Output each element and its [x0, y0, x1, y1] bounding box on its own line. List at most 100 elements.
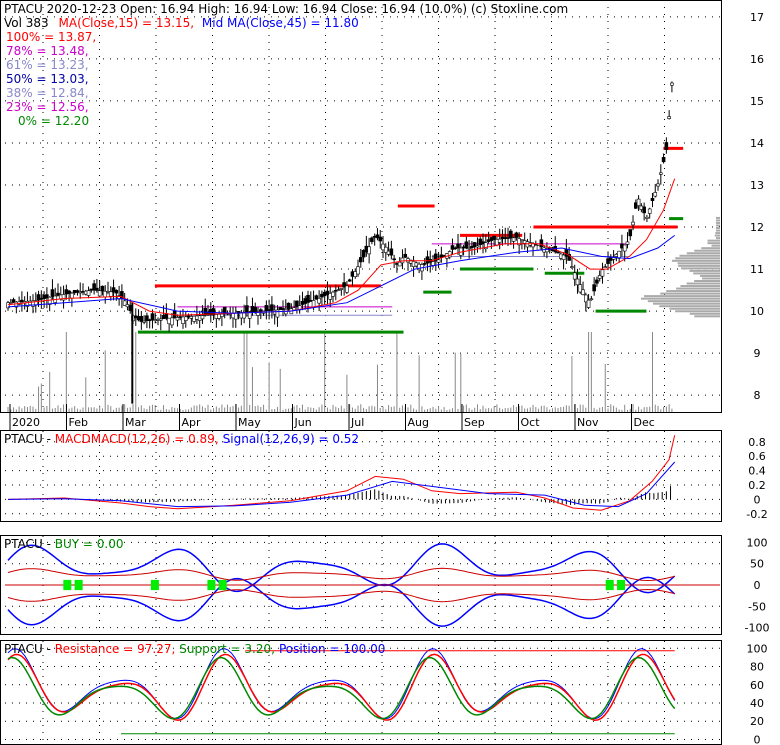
candle-body: [584, 294, 588, 303]
candle-body: [511, 237, 516, 242]
month-label: 2020: [12, 416, 40, 429]
volume-profile-bar: [678, 264, 720, 267]
ma45-line: [7, 234, 675, 314]
month-label: Feb: [69, 416, 88, 429]
candle-body: [114, 289, 119, 294]
candle-body: [561, 254, 566, 260]
volume-profile-bar: [652, 302, 720, 305]
buy-signal-marker: [150, 579, 159, 591]
buy-upper-band: [7, 543, 676, 594]
month-label: Apr: [182, 416, 202, 429]
candle-body: [8, 302, 13, 304]
volume-profile-bar: [716, 227, 720, 230]
candle-body: [484, 242, 488, 250]
candle-body: [450, 245, 455, 250]
ma15-label: MA(Close,15) = 13.15,: [59, 16, 195, 30]
candle-body: [575, 278, 580, 286]
candle-body: [600, 269, 605, 277]
axis-tick-label: 0.4: [748, 465, 766, 478]
volume-profile-bar: [711, 244, 720, 247]
month-label: Oct: [521, 416, 541, 429]
volume-profile-bar: [694, 315, 720, 318]
candle-body: [86, 290, 91, 296]
candle-body: [664, 142, 669, 150]
candle-body: [200, 315, 205, 320]
candle-body: [61, 294, 66, 301]
buy-signal-marker: [605, 579, 614, 591]
candle-body: [597, 275, 602, 279]
candle-body: [345, 285, 349, 293]
support-resistance-levels: [137, 146, 684, 334]
candle-body: [617, 250, 621, 259]
candle-body: [497, 238, 502, 243]
axis-tick-label: -100: [745, 622, 770, 635]
buy-signal-marker: [617, 579, 626, 591]
volume-profile-bar: [716, 216, 720, 219]
candle-body: [433, 253, 438, 262]
candle-body: [6, 302, 10, 309]
fib-label: 50% = 13.03,: [6, 72, 89, 86]
candle-body: [534, 244, 538, 247]
candle-body: [342, 282, 346, 288]
axis-tick-label: 100: [747, 536, 768, 549]
month-axis: 2020 Feb Mar Apr May Jun Jul Aug Sep Oct Nov Dec: [9, 404, 655, 430]
srp-red-line: [7, 653, 676, 721]
candle-body: [56, 292, 60, 296]
candle-body: [158, 318, 163, 321]
candle-body: [264, 305, 269, 312]
volume-profile-bar: [702, 277, 720, 280]
candle-body: [653, 192, 658, 197]
candle-body: [339, 288, 344, 290]
volume-profile-bar: [679, 254, 720, 257]
candle-body: [622, 244, 627, 252]
axis-tick-label: 20: [750, 715, 764, 728]
candle-body: [636, 198, 641, 206]
axis-tick-label: 0.6: [748, 450, 766, 463]
month-label: Mar: [125, 416, 146, 429]
volume-profile-bar: [666, 290, 720, 293]
candle-body: [661, 157, 666, 163]
axis-tick-label: 15: [750, 95, 764, 108]
month-label: Sep: [464, 416, 485, 429]
candle-body: [314, 295, 319, 300]
legend-line: Vol 383 MA(Close,15) = 13.15, Mid MA(Clo…: [4, 16, 359, 30]
axis-tick-label: 0: [754, 579, 761, 592]
candle-body: [92, 283, 96, 291]
signal-line: [7, 461, 676, 508]
candle-body: [403, 253, 408, 258]
month-label: Aug: [408, 416, 429, 429]
candle-body: [517, 238, 521, 246]
candle-body: [128, 305, 133, 311]
buy-title: PTACU - BUY = 0.00: [4, 537, 124, 551]
fib-label: 100% = 13.87,: [6, 30, 96, 44]
axis-tick-label: 60: [750, 679, 764, 692]
candle-body: [567, 254, 571, 261]
candle-body: [645, 216, 649, 219]
buy-panel-frame: [0, 535, 722, 635]
candle-body: [606, 258, 610, 264]
fib-label: 61% = 13.23,: [6, 58, 89, 72]
candle-body: [258, 309, 263, 312]
volume-profile-bar: [716, 221, 720, 224]
axis-tick-label: 8: [754, 389, 761, 402]
candle-body: [331, 291, 335, 297]
value-axes: 891011121314151617-0.200.20.40.60.8-100-…: [745, 11, 770, 745]
volume-profile-bar: [716, 229, 720, 232]
buy-lower-band: [7, 576, 676, 627]
candle-body: [520, 239, 524, 241]
grid-lines: [5, 0, 720, 744]
volume-profile-bar: [716, 237, 720, 240]
price-panel-frame: [0, 0, 722, 413]
candle-body: [100, 285, 105, 292]
candle-body: [514, 232, 519, 238]
volume-profile-bar: [672, 259, 720, 262]
candle-body: [270, 304, 274, 311]
candle-body: [245, 305, 249, 313]
macd-histogram: [11, 486, 672, 505]
month-label: Dec: [634, 416, 655, 429]
candle-body: [375, 234, 380, 239]
volume-profile-bar: [689, 312, 720, 315]
candle-body: [392, 258, 396, 261]
candle-body: [570, 266, 574, 268]
volume-profile-bar: [676, 287, 720, 290]
